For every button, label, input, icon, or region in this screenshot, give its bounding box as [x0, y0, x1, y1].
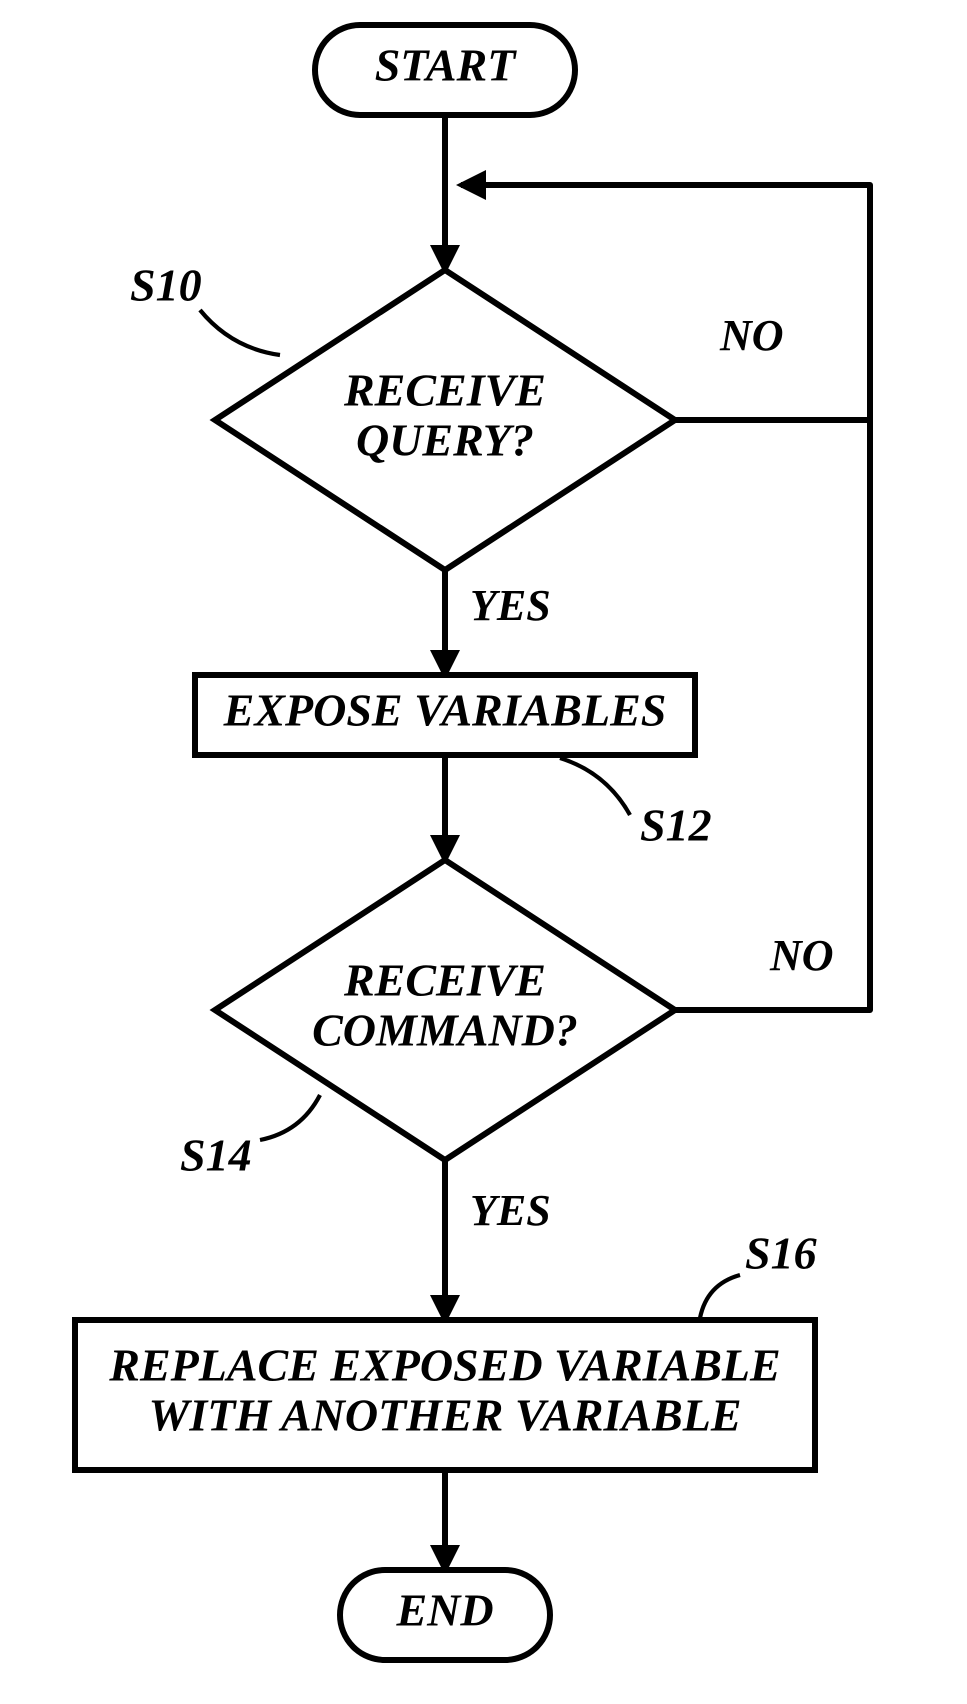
step-label: S16 [745, 1228, 817, 1279]
flow-edge [675, 420, 870, 1010]
node-d2-text: COMMAND? [312, 1004, 578, 1055]
step-connector [200, 310, 280, 355]
node-d1-text: RECEIVE [343, 365, 546, 416]
node-start-text: START [375, 40, 518, 91]
step-label: S10 [130, 260, 202, 311]
edge-label: YES [470, 1186, 551, 1235]
node-end-text: END [395, 1585, 493, 1636]
step-connector [260, 1095, 320, 1140]
edge-label: YES [470, 581, 551, 630]
node-p1-text: EXPOSE VARIABLES [223, 685, 667, 736]
step-connector [560, 758, 630, 815]
node-d1-text: QUERY? [356, 414, 534, 465]
edge-label: NO [719, 311, 784, 360]
edge-label: NO [769, 931, 834, 980]
step-label: S12 [640, 800, 712, 851]
node-p2-text: REPLACE EXPOSED VARIABLE [108, 1340, 780, 1391]
node-p2-text: WITH ANOTHER VARIABLE [148, 1389, 741, 1440]
node-d2-text: RECEIVE [343, 955, 546, 1006]
step-label: S14 [180, 1130, 252, 1181]
step-connector [700, 1275, 740, 1318]
